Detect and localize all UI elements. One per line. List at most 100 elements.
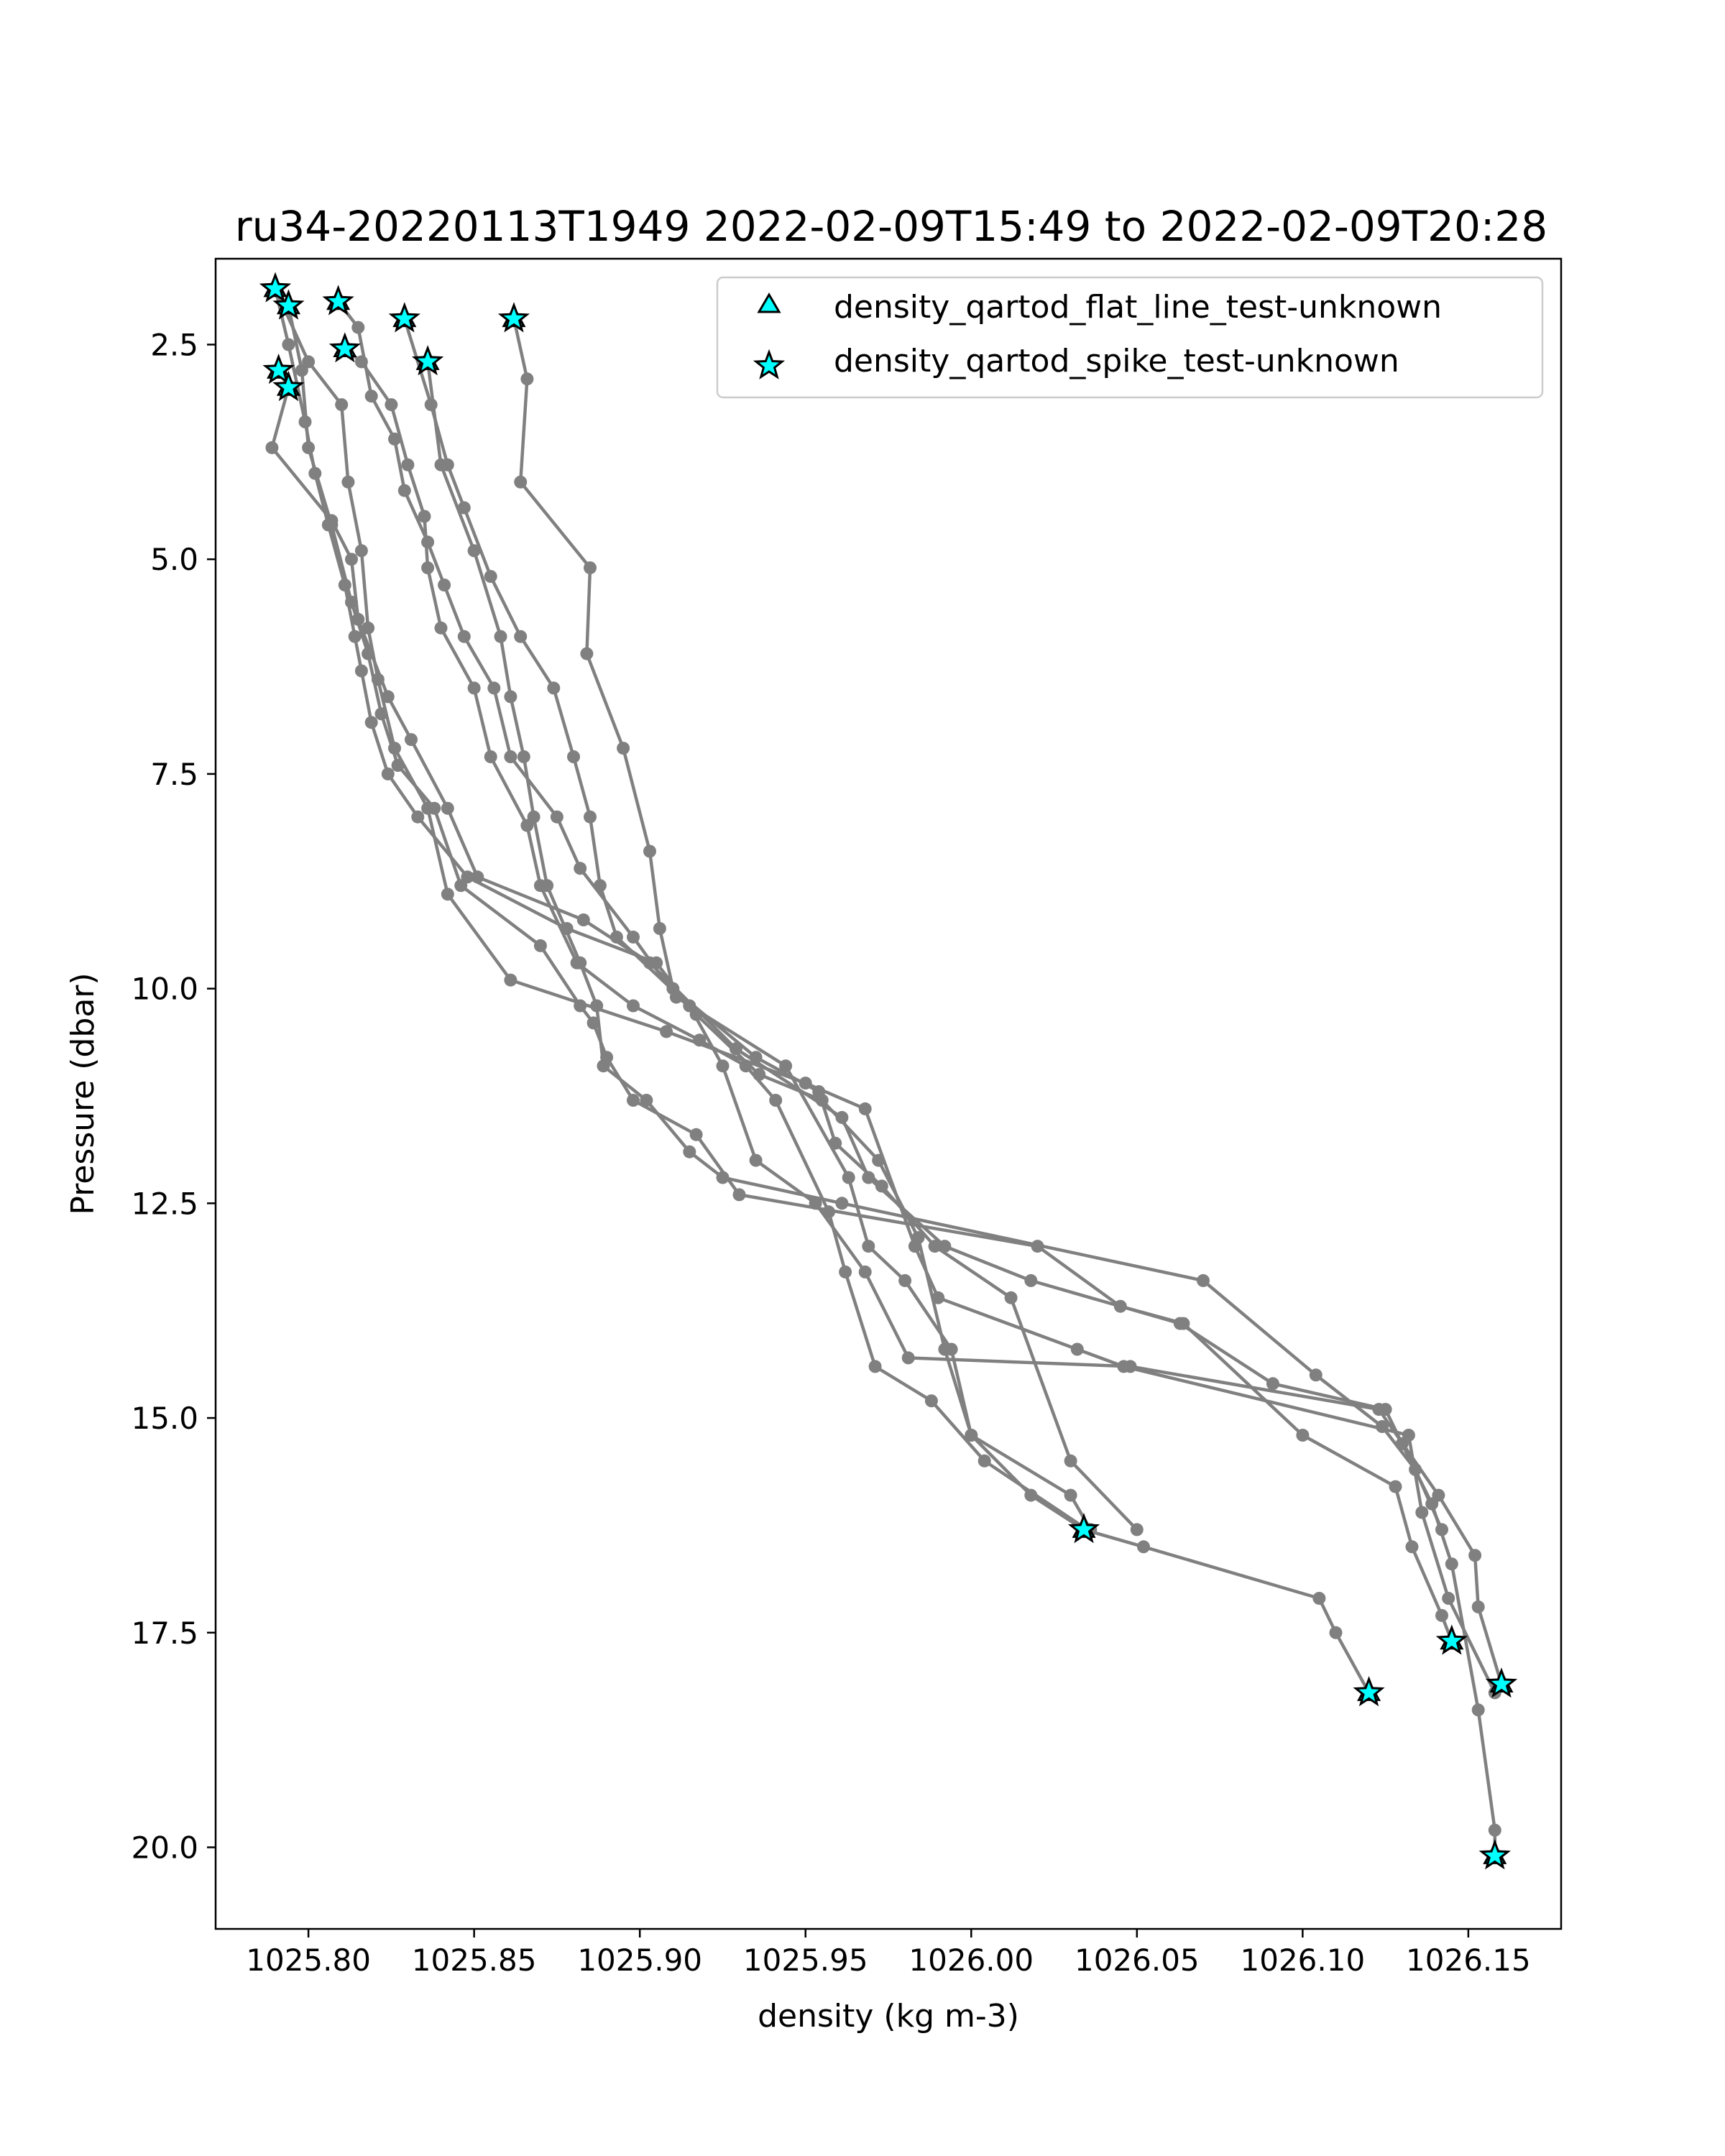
data-point [898, 1273, 912, 1287]
data-point [666, 982, 680, 995]
data-point [932, 1291, 945, 1304]
data-point [1389, 1480, 1402, 1493]
legend-triangle-icon [757, 292, 781, 313]
data-point [434, 458, 448, 471]
spike-flag-marker [1435, 1624, 1468, 1655]
data-point [716, 1059, 730, 1073]
x-tick-label: 1025.90 [577, 1943, 702, 1978]
data-point [467, 681, 481, 695]
data-point [351, 612, 365, 626]
data-point [1488, 1823, 1501, 1837]
x-tick-label: 1025.80 [246, 1943, 371, 1978]
y-tick-label: 10.0 [131, 972, 198, 1007]
data-point [769, 1094, 783, 1107]
data-point [457, 501, 471, 515]
profile-line [426, 361, 1444, 1531]
data-point [1173, 1317, 1187, 1330]
data-point [441, 801, 454, 815]
x-tick-label: 1026.15 [1406, 1943, 1531, 1978]
data-point [928, 1240, 942, 1253]
data-point [574, 956, 587, 969]
data-point [1130, 1523, 1144, 1537]
data-point [540, 879, 554, 893]
data-point [1064, 1488, 1077, 1502]
data-point [875, 1179, 888, 1193]
data-point [282, 338, 295, 351]
y-axis-label: Pressure (dbar) [65, 972, 101, 1215]
data-point [924, 1394, 938, 1408]
data-point [829, 1136, 842, 1150]
data-point [868, 1360, 882, 1373]
data-point [858, 1265, 872, 1279]
data-point [550, 810, 564, 824]
data-point [484, 750, 497, 763]
y-tick-label: 12.5 [131, 1186, 198, 1221]
data-point [716, 1171, 730, 1184]
x-axis-label: density (kg m-3) [758, 1998, 1019, 2035]
data-point [901, 1351, 915, 1365]
data-point [580, 647, 594, 660]
data-point [354, 355, 368, 369]
data-point [434, 621, 448, 635]
data-point [325, 514, 339, 528]
data-point [1402, 1429, 1415, 1442]
data-point [527, 810, 540, 824]
data-point [385, 398, 398, 412]
spike-flag-marker [328, 332, 361, 363]
data-point [809, 1197, 822, 1210]
y-tick-label: 20.0 [131, 1830, 198, 1865]
y-tick-label: 5.0 [150, 542, 198, 577]
data-point [842, 1171, 855, 1184]
y-tick-label: 17.5 [131, 1616, 198, 1651]
data-point [617, 742, 630, 755]
data-point [749, 1051, 763, 1064]
data-point [520, 372, 534, 386]
data-point [653, 922, 666, 935]
data-point [388, 432, 401, 446]
data-point [401, 458, 415, 471]
data-point [514, 630, 528, 643]
data-point [302, 355, 316, 369]
spike-flag-marker [497, 302, 530, 333]
data-point [484, 570, 497, 584]
data-point [965, 1429, 978, 1442]
data-point [454, 879, 468, 893]
spike-flag-marker [259, 272, 292, 303]
data-point [362, 621, 375, 635]
plot-frame [214, 257, 1563, 1930]
data-point [584, 561, 597, 575]
data-point [822, 1205, 835, 1219]
data-point [839, 1265, 852, 1279]
data-point [749, 1153, 763, 1167]
data-point [364, 716, 378, 729]
data-point [862, 1240, 875, 1253]
spike-flag-marker [411, 345, 444, 376]
data-point [693, 1033, 707, 1047]
data-point [504, 750, 518, 763]
data-point [627, 999, 640, 1013]
data-point [835, 1197, 849, 1210]
data-point [1123, 1360, 1137, 1373]
data-point [1415, 1506, 1429, 1519]
data-point [1445, 1557, 1458, 1571]
data-point [517, 750, 530, 763]
data-point [302, 441, 316, 454]
data-point [1468, 1549, 1482, 1562]
data-point [438, 579, 451, 591]
data-point [504, 973, 518, 987]
legend: density_qartod_flat_line_test-unknown de… [716, 276, 1544, 399]
data-point [421, 801, 435, 815]
data-point [732, 1188, 746, 1202]
data-point [779, 1059, 793, 1073]
data-point [1329, 1626, 1343, 1639]
profile-8 [421, 355, 1448, 1537]
data-point [610, 930, 623, 944]
spike-flag-marker [262, 354, 295, 384]
data-point [835, 1110, 849, 1124]
data-point [1064, 1454, 1077, 1468]
data-point [457, 630, 471, 643]
data-point [597, 1059, 610, 1073]
data-point [908, 1240, 921, 1253]
data-point [533, 939, 547, 952]
data-point [1471, 1703, 1485, 1717]
